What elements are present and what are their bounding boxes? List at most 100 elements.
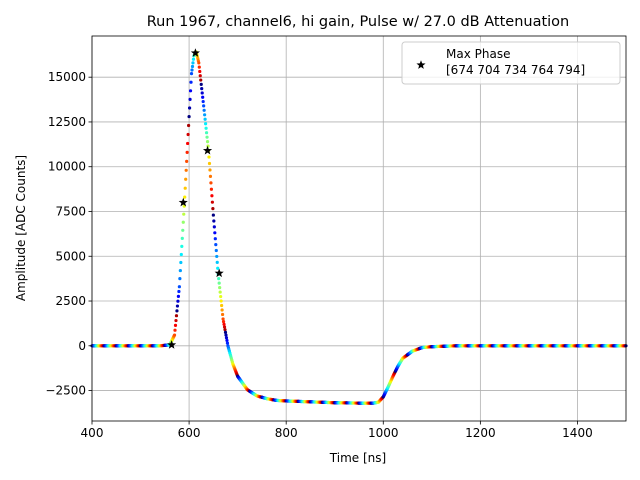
waveform-point [222,325,227,329]
x-tick-label: 600 [178,426,201,440]
waveform-point [218,285,222,290]
x-tick-label: 1200 [465,426,496,440]
waveform-point [176,294,181,298]
waveform-point [199,82,203,86]
waveform-point [209,187,214,191]
waveform-point [210,200,214,204]
waveform-point [190,68,194,72]
y-tick-label: 5000 [55,249,86,263]
max-phase-star [178,197,188,207]
waveform-point [189,80,193,84]
waveform-point [202,108,206,112]
waveform-point [177,285,181,289]
grid [91,36,626,421]
waveform-point [201,99,205,104]
y-tick-label: 7500 [55,204,86,218]
waveform-point [181,228,185,232]
waveform-point [174,314,179,318]
waveform-point [208,174,213,178]
max-phase-star [167,340,177,349]
waveform-point [197,65,201,69]
waveform-point [179,252,183,257]
waveform-point [188,97,192,101]
waveform-point [181,220,185,224]
waveform-point [218,290,222,294]
waveform-point [224,336,229,340]
waveform-point [189,72,194,76]
waveform-point [221,317,225,321]
y-tick-label: −2500 [45,384,86,398]
max-phase-star [190,48,200,57]
x-tick-label: 1000 [368,426,399,440]
x-tick-label: 1400 [562,426,593,440]
waveform-point [209,181,213,185]
waveform-point [187,106,192,110]
waveform-point [174,318,178,323]
waveform-point [183,186,187,190]
waveform-point [176,299,180,303]
waveform-point [220,312,225,317]
waveform-point [186,132,190,137]
waveform-point [220,308,224,312]
waveform-point [187,114,191,119]
waveform-point [212,219,216,223]
waveform-point [198,74,202,78]
x-axis-label: Time [ns] [329,451,386,465]
waveform-point [215,254,219,259]
y-tick-label: 2500 [55,294,86,308]
waveform-point [198,69,202,74]
waveform-point [178,277,182,281]
waveform-point [225,341,230,345]
waveform-point [180,244,184,249]
waveform-point [201,95,205,99]
waveform-point [223,328,227,332]
waveform-point [203,113,207,117]
y-axis-label: Amplitude [ADC Counts] [14,155,28,301]
waveform-point [173,328,177,332]
waveform-point [213,237,217,241]
waveform-point [203,117,207,121]
max-phase-star [202,145,213,155]
waveform-point [223,330,228,334]
waveform-point [217,277,221,281]
waveform-point [204,131,209,135]
waveform-point [184,177,188,181]
waveform-point [207,161,212,166]
waveform-point [222,322,226,326]
plot-frame [91,35,627,422]
legend-star-icon [416,60,426,69]
x-tick-label: 800 [275,426,298,440]
waveform-point [204,126,208,130]
waveform-point [211,213,215,217]
x-tick-label: 400 [81,426,104,440]
waveform-point [179,260,183,265]
y-tick-label: 0 [78,339,86,353]
y-axis-ticks: −2500 0 2500 5000 7500 10000 12500 15000 [45,70,92,398]
waveform-point [182,212,186,216]
waveform-point [210,194,214,198]
waveform-point [219,299,223,303]
waveform-point [191,61,195,65]
waveform-point [212,225,216,229]
waveform-point [202,104,206,108]
waveform-point [205,135,209,139]
max-phase-star [214,268,224,278]
waveform-point [221,320,226,324]
waveform-point [185,150,189,154]
waveform-point [211,207,215,211]
waveform-point [219,294,223,299]
waveform-point [214,243,218,247]
waveform-point [187,123,191,128]
legend: Max Phase [674 704 734 764 794] [401,41,621,85]
waveform-point [216,266,220,270]
waveform-point [184,168,188,172]
waveform-point [178,268,182,273]
waveform-point [224,333,228,337]
legend-phase-values: [674 704 734 764 794] [446,63,585,77]
waveform-point [200,91,204,95]
waveform-point [214,248,218,253]
x-axis-ticks: 400 600 800 1000 1200 1400 [81,421,593,440]
waveform-point [175,309,179,313]
waveform-point [213,231,217,235]
